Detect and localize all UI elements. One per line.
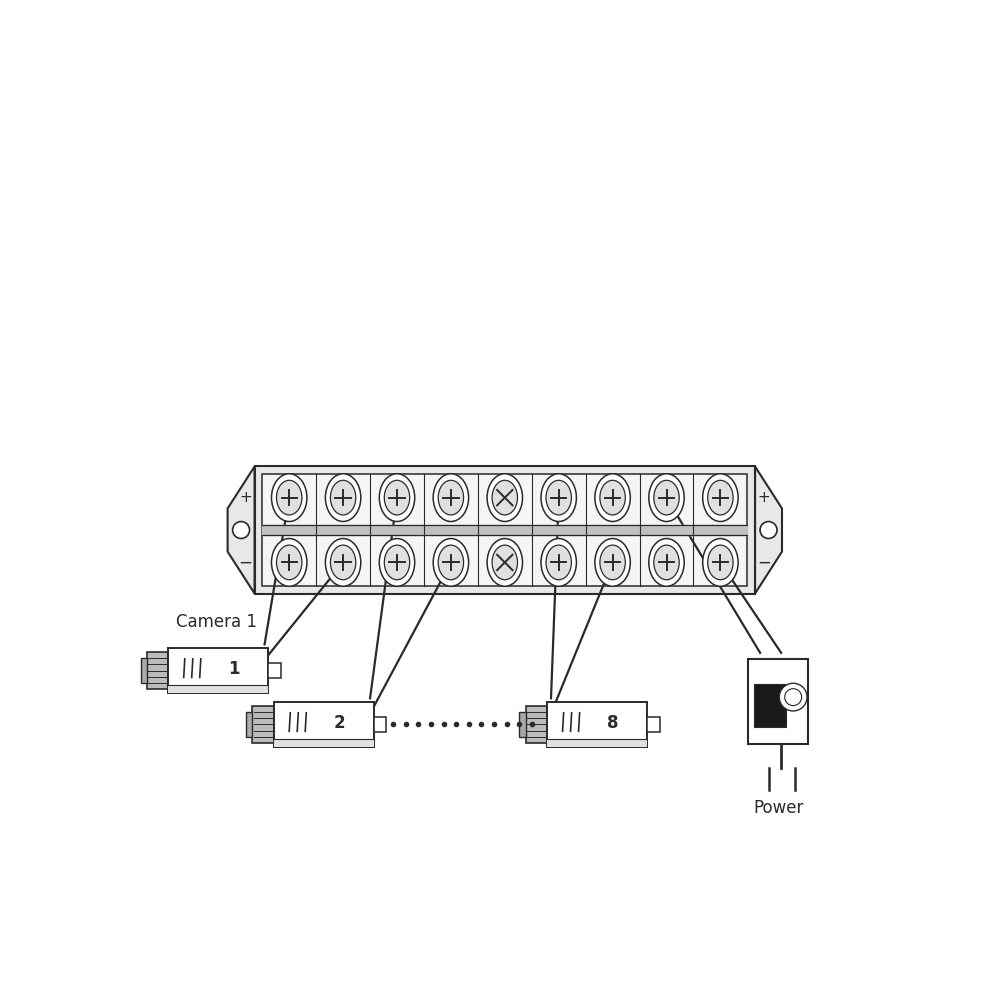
Text: 1: 1 <box>228 660 240 678</box>
Text: Power: Power <box>753 799 803 817</box>
Circle shape <box>785 689 802 706</box>
Bar <box>168 648 268 693</box>
Ellipse shape <box>438 480 464 515</box>
Ellipse shape <box>379 474 415 521</box>
Ellipse shape <box>546 480 571 515</box>
Text: +: + <box>757 490 770 505</box>
Polygon shape <box>228 466 255 594</box>
Ellipse shape <box>487 539 523 586</box>
Ellipse shape <box>703 474 738 521</box>
Bar <box>255 466 755 594</box>
Ellipse shape <box>384 480 410 515</box>
Ellipse shape <box>492 545 518 580</box>
Text: −: − <box>238 553 252 571</box>
Bar <box>547 702 647 747</box>
Ellipse shape <box>541 474 576 521</box>
Bar <box>748 659 808 744</box>
Bar <box>252 706 274 743</box>
Ellipse shape <box>654 480 679 515</box>
Bar <box>519 712 526 737</box>
Ellipse shape <box>708 545 733 580</box>
Bar <box>147 652 168 689</box>
Bar <box>141 658 147 683</box>
Ellipse shape <box>276 545 302 580</box>
Text: Camera 1: Camera 1 <box>176 613 257 631</box>
Ellipse shape <box>703 539 738 586</box>
Ellipse shape <box>330 545 356 580</box>
Ellipse shape <box>325 539 361 586</box>
Bar <box>754 684 786 727</box>
Bar <box>274 739 374 747</box>
Bar <box>262 525 747 535</box>
Ellipse shape <box>546 545 571 580</box>
Text: −: − <box>757 553 771 571</box>
Ellipse shape <box>379 539 415 586</box>
Ellipse shape <box>595 474 630 521</box>
Ellipse shape <box>271 539 307 586</box>
Ellipse shape <box>600 480 625 515</box>
Polygon shape <box>755 466 782 594</box>
Ellipse shape <box>487 474 523 521</box>
Ellipse shape <box>433 539 469 586</box>
Ellipse shape <box>649 539 684 586</box>
Bar <box>647 717 660 732</box>
Ellipse shape <box>330 480 356 515</box>
Ellipse shape <box>649 474 684 521</box>
Bar <box>268 663 281 678</box>
Circle shape <box>779 683 807 711</box>
Bar <box>246 712 252 737</box>
Ellipse shape <box>600 545 625 580</box>
Ellipse shape <box>325 474 361 521</box>
Bar <box>262 474 747 586</box>
Ellipse shape <box>654 545 679 580</box>
Text: +: + <box>239 490 252 505</box>
Ellipse shape <box>276 480 302 515</box>
Bar <box>547 739 647 747</box>
Text: 8: 8 <box>607 714 618 732</box>
Circle shape <box>760 522 777 538</box>
Bar <box>374 717 386 732</box>
Circle shape <box>233 522 250 538</box>
Ellipse shape <box>492 480 518 515</box>
Ellipse shape <box>433 474 469 521</box>
Ellipse shape <box>438 545 464 580</box>
Ellipse shape <box>595 539 630 586</box>
Text: 2: 2 <box>333 714 345 732</box>
Bar <box>168 685 268 693</box>
Bar <box>526 706 547 743</box>
Ellipse shape <box>384 545 410 580</box>
Ellipse shape <box>541 539 576 586</box>
Bar <box>274 702 374 747</box>
Ellipse shape <box>271 474 307 521</box>
Ellipse shape <box>708 480 733 515</box>
